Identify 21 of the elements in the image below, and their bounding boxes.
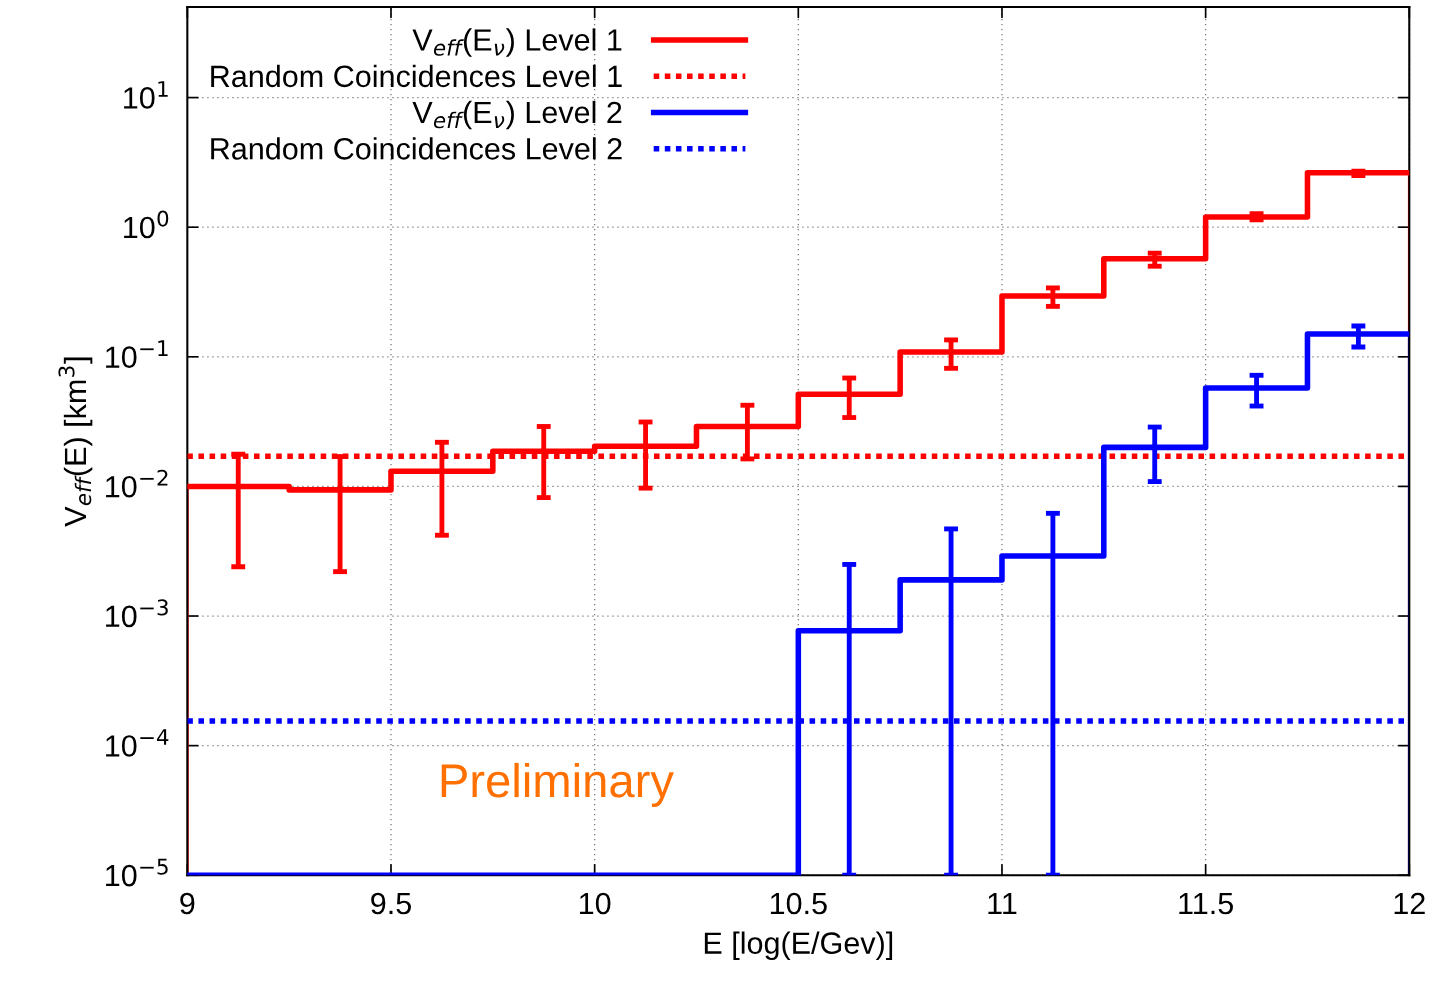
y-tick-label: 10$^{0}$ xyxy=(124,210,169,239)
x-tick-label: 12 xyxy=(1394,892,1425,915)
y-tick-label: 10$^{1}$ xyxy=(124,81,168,109)
y-tick-label: 10$^{−2}$ xyxy=(106,469,168,498)
y-axis-title: V$_{eff}$(E) [km$^{3}$] xyxy=(58,357,93,527)
y-tick-label: 10$^{−3}$ xyxy=(106,599,168,628)
x-tick-label: 9 xyxy=(180,892,195,915)
x-tick-label: 10 xyxy=(579,892,611,915)
x-axis-title: E [log(E/Gev)] xyxy=(704,931,893,960)
y-tick-label: 10$^{−1}$ xyxy=(106,340,168,368)
x-tick-label: 10.5 xyxy=(770,892,827,915)
y-tick-label: 10$^{−4}$ xyxy=(106,729,169,757)
legend-label: V$_{eff}$(E$_{ν}$) Level 2 xyxy=(412,100,622,130)
legend-label: Random Coincidences Level 2 xyxy=(211,137,622,160)
legend-label: Random Coincidences Level 1 xyxy=(211,64,622,88)
y-tick-label: 10$^{−5}$ xyxy=(106,858,168,887)
x-tick-label: 11 xyxy=(988,893,1017,915)
x-tick-label: 11.5 xyxy=(1179,893,1233,915)
legend-label: V$_{eff}$(E$_{ν}$) Level 1 xyxy=(412,28,622,57)
x-tick-label: 9.5 xyxy=(371,892,411,915)
annotation: Preliminary xyxy=(441,762,674,807)
